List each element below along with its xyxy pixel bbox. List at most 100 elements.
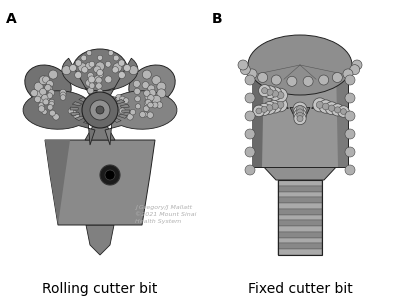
Circle shape [345,129,355,139]
Bar [278,249,322,255]
Circle shape [268,100,282,113]
Circle shape [49,101,54,106]
Polygon shape [336,65,348,167]
Circle shape [42,109,47,114]
Circle shape [47,104,53,110]
Circle shape [245,165,255,175]
Circle shape [345,147,355,157]
Circle shape [90,100,110,120]
Circle shape [42,95,48,101]
Polygon shape [79,98,88,102]
Circle shape [338,106,349,117]
Circle shape [124,65,130,72]
Circle shape [294,112,306,125]
Polygon shape [45,140,155,225]
Circle shape [245,147,255,157]
Circle shape [316,101,323,108]
Polygon shape [94,121,100,125]
Circle shape [85,63,93,69]
Circle shape [152,76,161,85]
Circle shape [60,89,66,96]
Circle shape [293,102,307,116]
Circle shape [49,99,55,105]
Circle shape [277,92,284,99]
Circle shape [147,112,154,118]
Circle shape [48,90,55,96]
Circle shape [313,98,327,112]
Circle shape [142,70,151,79]
Circle shape [89,61,95,67]
Bar [278,238,322,243]
Circle shape [152,102,158,108]
Circle shape [145,99,151,105]
Bar [278,226,322,232]
Circle shape [319,100,332,113]
Circle shape [113,55,119,61]
Circle shape [350,65,360,75]
Circle shape [31,89,38,97]
Circle shape [45,85,52,92]
Polygon shape [118,114,128,118]
Circle shape [49,110,55,116]
Circle shape [97,69,103,76]
Ellipse shape [129,65,175,105]
Circle shape [263,86,276,98]
Circle shape [258,103,270,115]
Circle shape [247,69,257,79]
Circle shape [49,70,58,79]
Bar [278,203,322,209]
Circle shape [152,95,161,104]
Polygon shape [260,88,288,100]
Polygon shape [100,95,106,99]
Circle shape [148,102,153,108]
Circle shape [112,106,119,112]
Circle shape [100,165,120,185]
Circle shape [328,105,335,111]
Polygon shape [122,110,130,113]
Circle shape [127,114,133,120]
Text: J Gregory/J Mallatt
©2021 Mount Sinai
Health System: J Gregory/J Mallatt ©2021 Mount Sinai He… [135,205,196,224]
Circle shape [129,66,138,75]
Circle shape [303,76,313,86]
Circle shape [148,85,155,92]
Circle shape [96,106,104,114]
Polygon shape [75,116,85,120]
Circle shape [136,104,141,109]
Bar [278,191,322,197]
Circle shape [297,112,303,119]
Polygon shape [72,102,82,106]
Circle shape [273,98,288,112]
Bar [278,197,322,203]
Ellipse shape [248,35,352,95]
Polygon shape [71,112,80,116]
Circle shape [43,76,49,83]
Circle shape [130,109,136,115]
Circle shape [119,108,126,114]
Circle shape [325,102,338,114]
Circle shape [88,76,95,83]
Circle shape [140,111,146,117]
Circle shape [345,111,355,121]
Circle shape [60,95,66,100]
Circle shape [105,61,111,67]
Polygon shape [252,65,348,167]
Polygon shape [45,140,70,225]
Polygon shape [254,100,288,113]
Circle shape [272,90,279,97]
Circle shape [119,96,126,102]
Circle shape [40,88,47,95]
Circle shape [343,69,353,79]
Circle shape [94,76,101,83]
Circle shape [85,79,93,86]
Circle shape [144,90,150,96]
Circle shape [261,106,267,112]
Circle shape [345,93,355,103]
Circle shape [94,66,101,73]
Circle shape [269,87,282,100]
Circle shape [259,85,271,97]
Polygon shape [70,107,79,110]
Polygon shape [105,91,177,145]
Circle shape [245,111,255,121]
Circle shape [273,88,288,102]
Circle shape [95,62,105,71]
